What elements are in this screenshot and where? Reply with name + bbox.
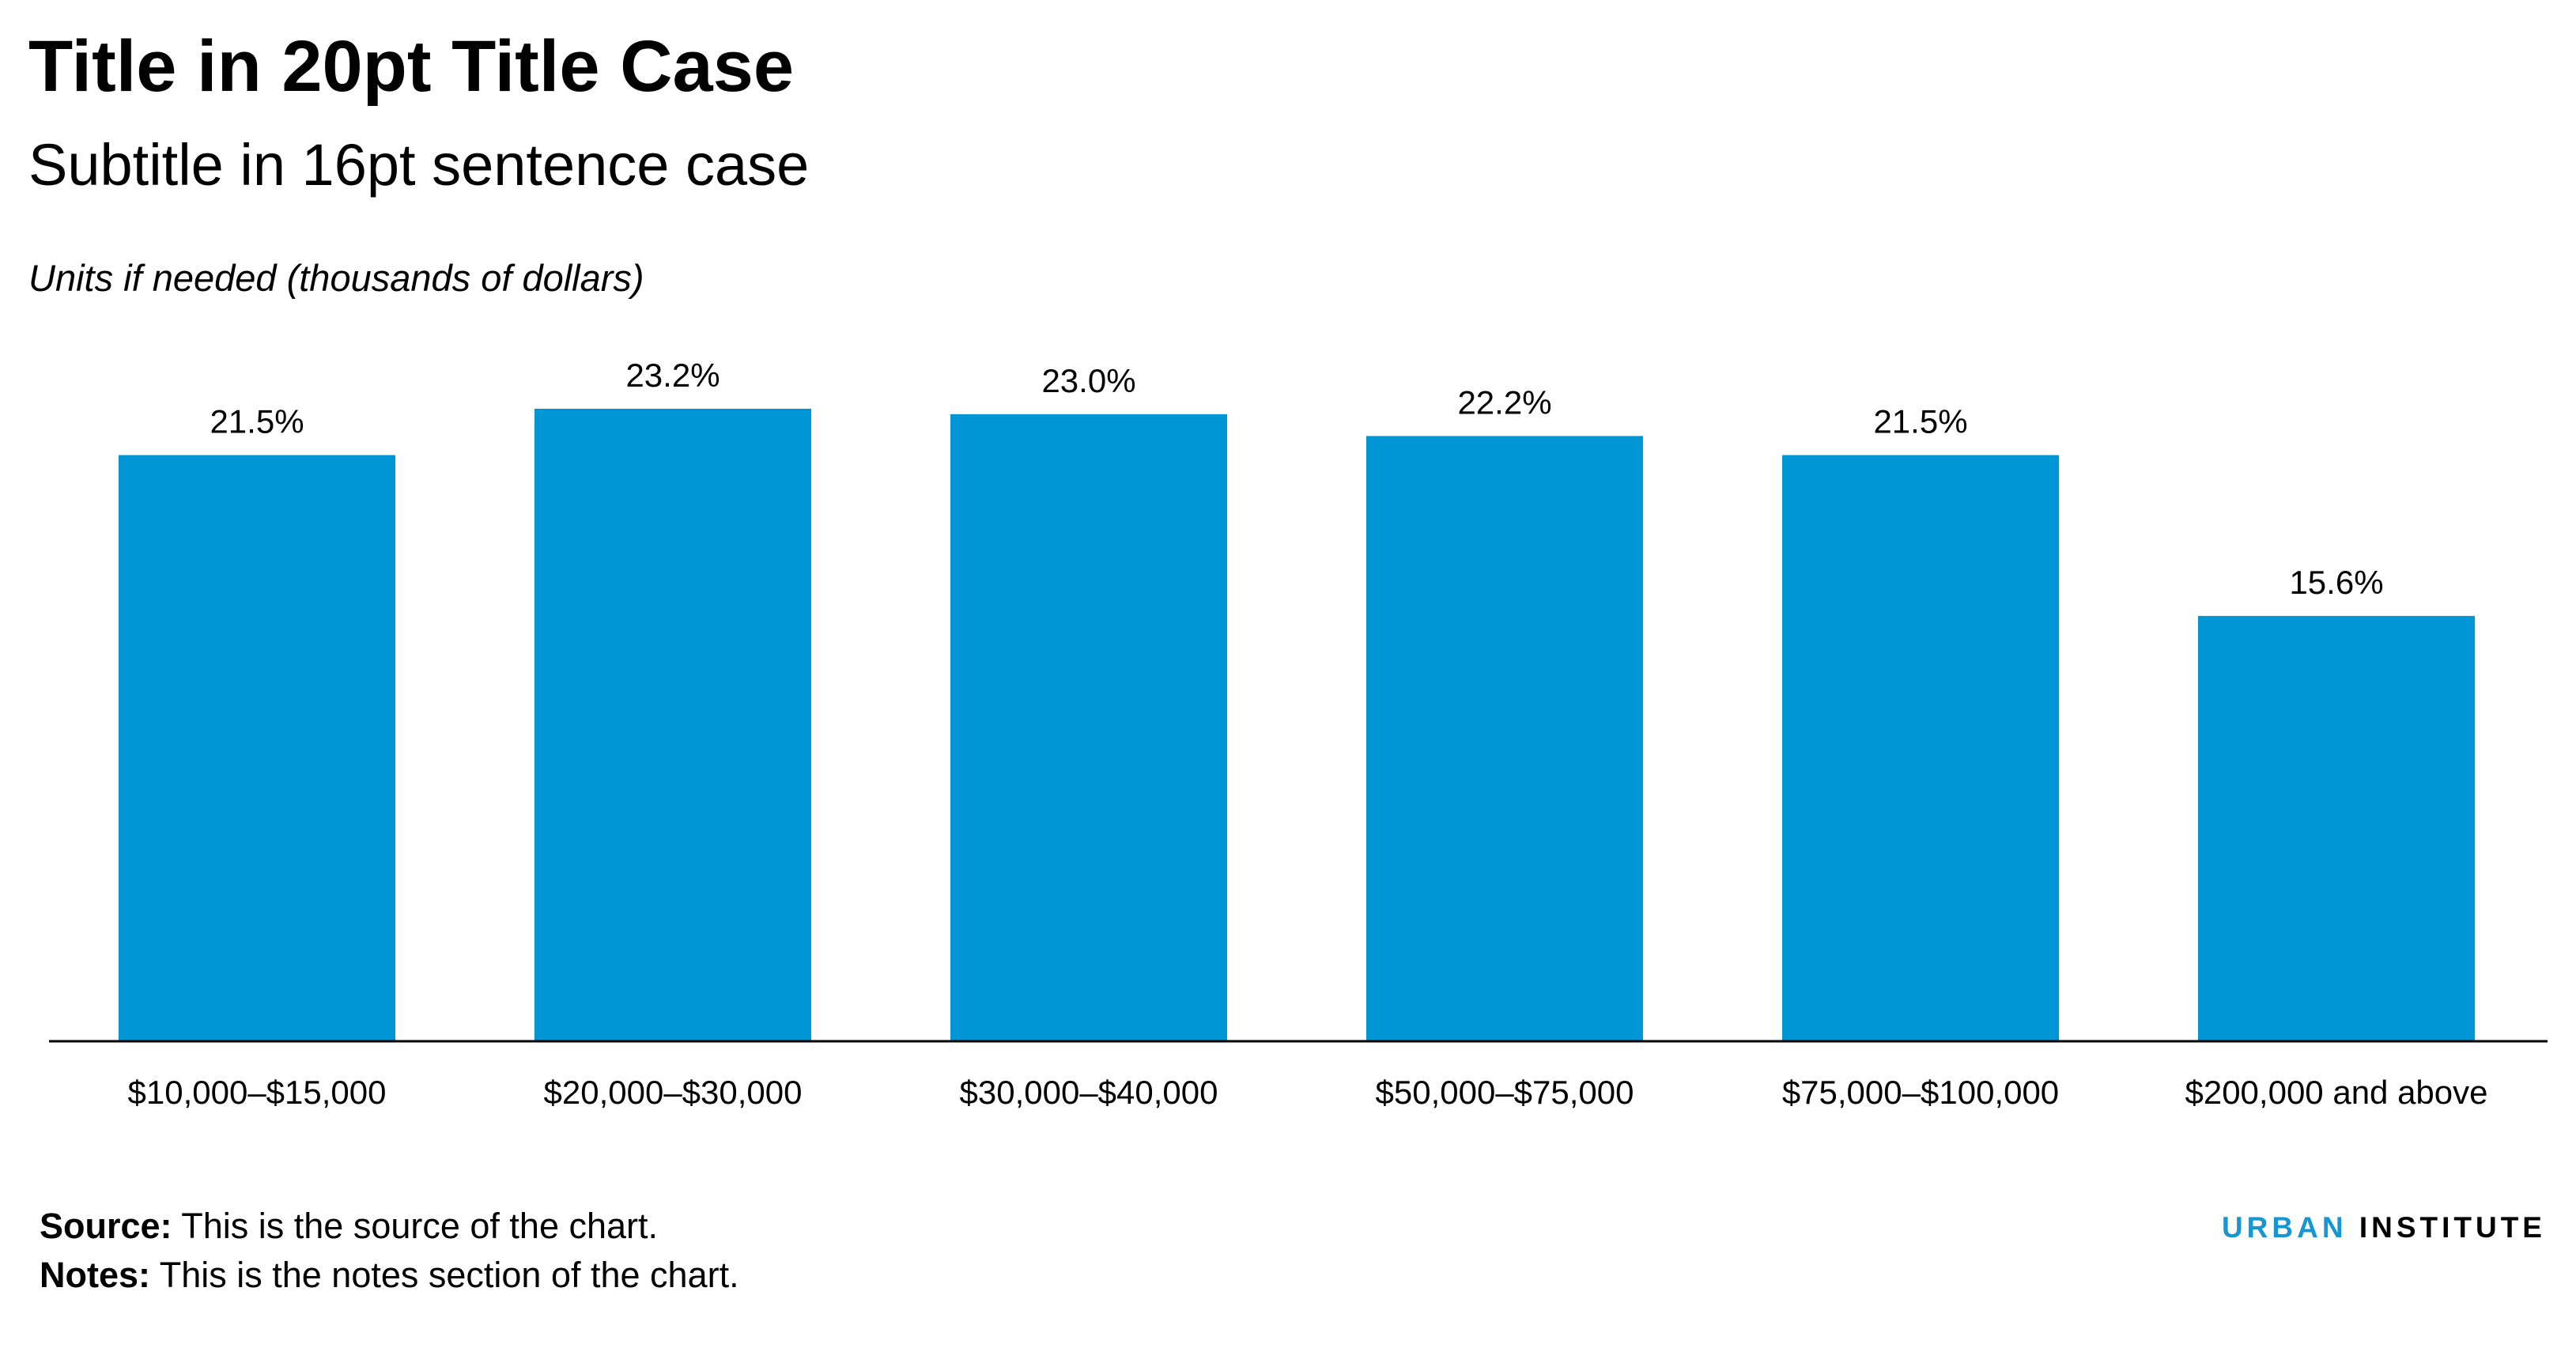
bar-4 — [1366, 436, 1643, 1041]
chart-title: Title in 20pt Title Case — [28, 26, 795, 107]
notes-text: This is the notes section of the chart. — [159, 1255, 739, 1295]
x-tick-label-2: $20,000–$30,000 — [544, 1074, 803, 1111]
x-tick-label-1: $10,000–$15,000 — [128, 1074, 387, 1111]
chart-subtitle: Subtitle in 16pt sentence case — [28, 132, 810, 198]
value-label-5: 21.5% — [1873, 403, 1967, 440]
bar-3 — [950, 413, 1227, 1041]
logo-institute: INSTITUTE — [2359, 1211, 2546, 1244]
source-label: Source: — [40, 1206, 172, 1246]
source-text: This is the source of the chart. — [181, 1206, 659, 1246]
bar-1 — [119, 455, 395, 1041]
value-label-1: 21.5% — [210, 403, 304, 440]
notes-note: Notes: This is the notes section of the … — [40, 1257, 739, 1293]
notes-label: Notes: — [40, 1255, 151, 1295]
x-tick-label-6: $200,000 and above — [2185, 1074, 2487, 1111]
x-tick-label-5: $75,000–$100,000 — [1782, 1074, 2059, 1111]
bar-5 — [1782, 455, 2059, 1041]
tick-labels-group: $10,000–$15,000 $20,000–$30,000 $30,000–$4… — [128, 1074, 2488, 1111]
bars-group — [119, 409, 2475, 1041]
logo-urban: URBAN — [2221, 1211, 2347, 1244]
x-tick-label-3: $30,000–$40,000 — [960, 1074, 1218, 1111]
source-note: Source: This is the source of the chart. — [40, 1208, 658, 1244]
value-label-4: 22.2% — [1457, 383, 1551, 421]
x-tick-label-4: $50,000–$75,000 — [1376, 1074, 1634, 1111]
bar-6 — [2198, 616, 2475, 1041]
value-label-2: 23.2% — [625, 357, 720, 394]
value-label-6: 15.6% — [2289, 564, 2383, 601]
bar-2 — [534, 409, 811, 1041]
value-labels-group: 21.5% 23.2% 23.0% 22.2% 21.5% 15.6% — [210, 357, 2383, 601]
units-label: Units if needed (thousands of dollars) — [28, 257, 644, 299]
urban-institute-logo: URBAN INSTITUTE — [2222, 1213, 2546, 1242]
value-label-3: 23.0% — [1041, 362, 1135, 399]
